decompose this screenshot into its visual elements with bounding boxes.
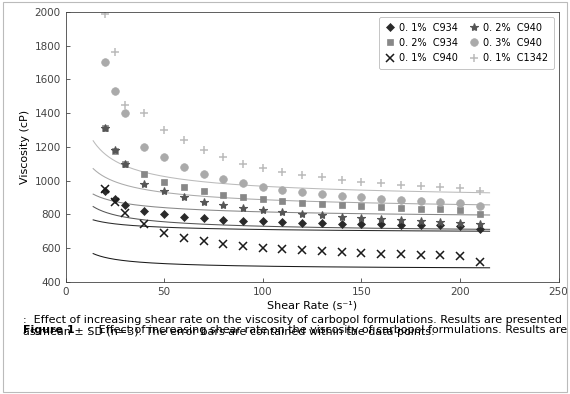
Text: Figure 1: Figure 1	[23, 325, 75, 335]
X-axis label: Shear Rate (s⁻¹): Shear Rate (s⁻¹)	[267, 301, 357, 311]
Text: :  Effect of increasing shear rate on the viscosity of carbopol formulations. Re: : Effect of increasing shear rate on the…	[88, 325, 570, 335]
Y-axis label: Viscosity (cP): Viscosity (cP)	[21, 110, 30, 184]
Text: :  Effect of increasing shear rate on the viscosity of carbopol formulations. Re: : Effect of increasing shear rate on the…	[23, 315, 562, 337]
Legend: 0. 1%  C934, 0. 2%  C934, 0. 1%  C940, 0. 2%  C940, 0. 3%  C940, 0. 1%  C1342: 0. 1% C934, 0. 2% C934, 0. 1% C940, 0. 2…	[379, 17, 553, 69]
